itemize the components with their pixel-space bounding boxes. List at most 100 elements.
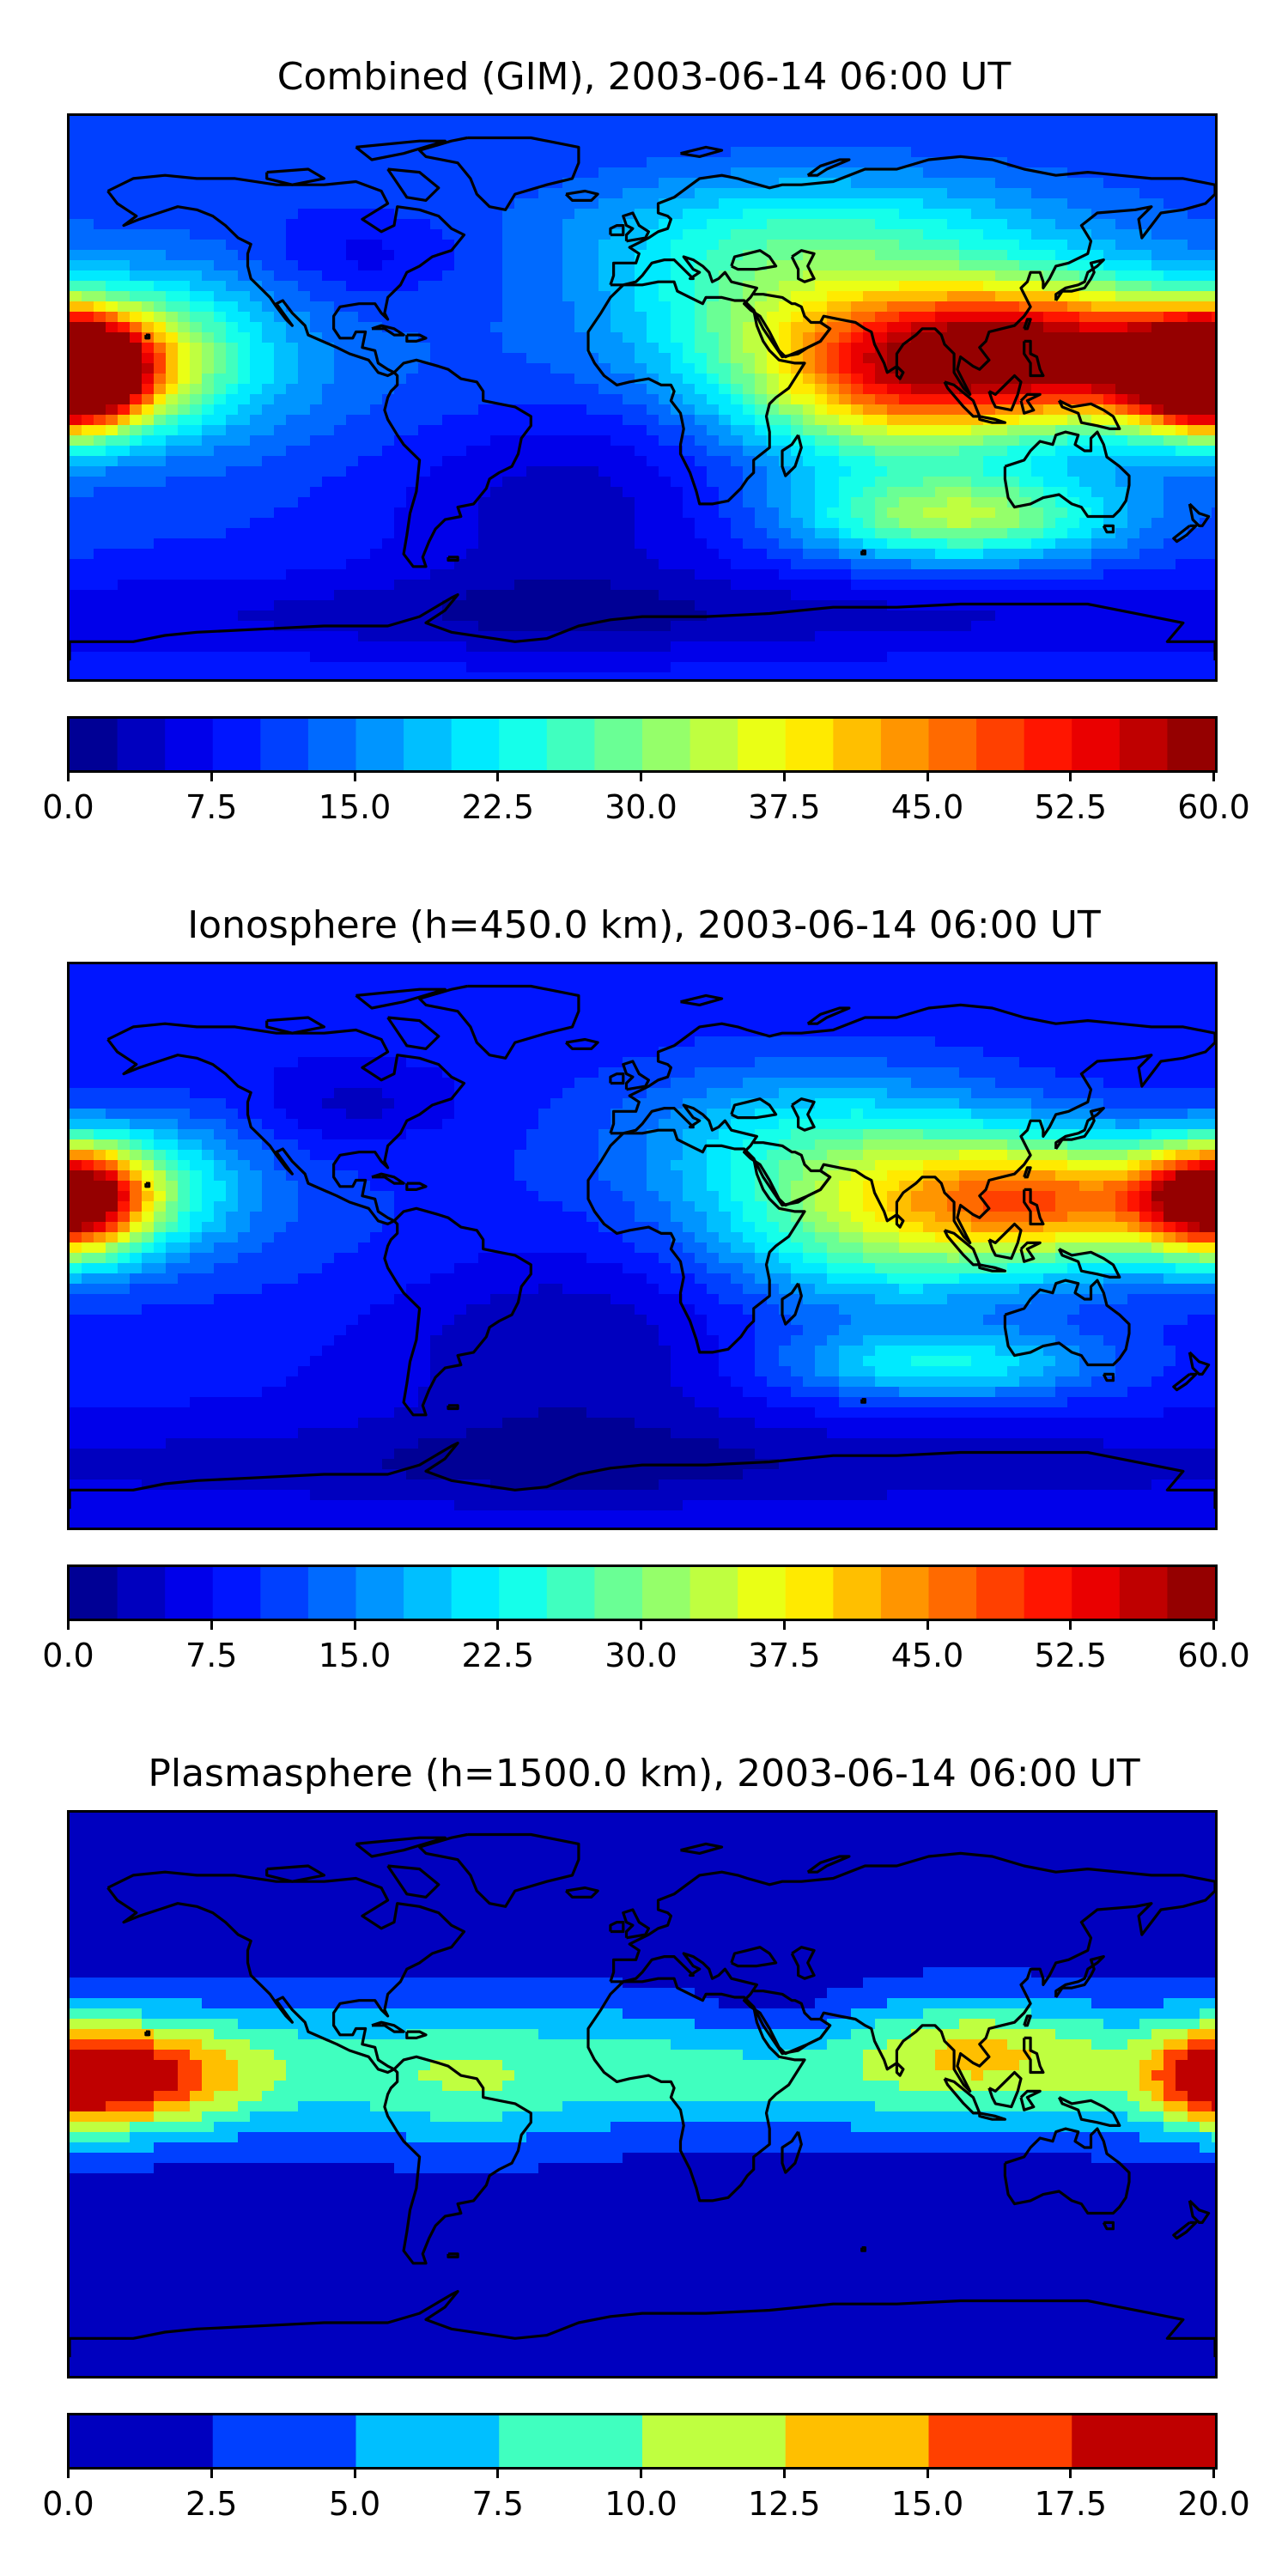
contour-cell	[1043, 611, 1056, 622]
contour-cell	[526, 126, 539, 137]
contour-cell	[815, 209, 828, 220]
contour-cell	[611, 353, 623, 364]
contour-cell	[647, 641, 659, 653]
contour-cell	[478, 157, 491, 168]
contour-cell	[454, 126, 467, 137]
contour-cell	[659, 466, 671, 477]
contour-cell	[1212, 631, 1215, 642]
contour-cell	[454, 600, 467, 611]
contour-cell	[358, 157, 371, 168]
contour-cell	[586, 611, 599, 622]
contour-cell	[202, 250, 215, 261]
contour-cell	[911, 301, 924, 313]
contour-cell	[322, 147, 335, 158]
contour-cell	[82, 415, 94, 426]
contour-cell	[1212, 415, 1215, 426]
contour-cell	[1055, 270, 1068, 282]
contour-cell	[899, 580, 912, 591]
contour-cell	[394, 240, 407, 251]
contour-cell	[1007, 538, 1020, 550]
contour-cell	[1007, 425, 1020, 436]
contour-cell	[1031, 384, 1044, 395]
contour-cell	[887, 538, 900, 550]
contour-cell	[406, 631, 419, 642]
contour-cell	[695, 631, 708, 642]
contour-cell	[1127, 126, 1140, 137]
contour-cell	[623, 487, 635, 498]
contour-cell	[719, 188, 732, 199]
contour-cell	[490, 229, 503, 240]
contour-cell	[238, 270, 251, 282]
contour-cell	[815, 466, 828, 477]
contour-cell	[767, 219, 780, 230]
contour-cell	[1103, 240, 1116, 251]
contour-cell	[310, 507, 323, 519]
contour-cell	[550, 415, 563, 426]
contour-cell	[695, 219, 708, 230]
contour-cell	[611, 198, 623, 210]
contour-cell	[238, 281, 251, 292]
contour-cell	[514, 611, 527, 622]
contour-cell	[731, 549, 744, 560]
contour-cell	[1163, 528, 1176, 539]
contour-cell	[82, 466, 94, 477]
contour-cell	[971, 580, 984, 591]
contour-cell	[490, 507, 503, 519]
contour-cell	[779, 178, 792, 189]
contour-cell	[514, 363, 527, 374]
contour-cell	[1019, 621, 1032, 632]
contour-cell	[755, 559, 768, 570]
contour-cell	[1176, 147, 1188, 158]
contour-cell	[803, 219, 816, 230]
contour-cell	[478, 167, 491, 179]
contour-cell	[1188, 209, 1200, 220]
contour-cell	[1115, 559, 1128, 570]
contour-cell	[1115, 332, 1128, 343]
contour-cell	[598, 332, 611, 343]
contour-cell	[598, 281, 611, 292]
contour-cell	[1139, 507, 1152, 519]
contour-cell	[1200, 394, 1212, 405]
contour-cell	[611, 363, 623, 374]
contour-cell	[1200, 240, 1212, 251]
contour-cell	[1007, 549, 1020, 560]
contour-cell	[298, 528, 311, 539]
contour-cell	[574, 528, 587, 539]
contour-cell	[1067, 466, 1080, 477]
contour-cell	[719, 240, 732, 251]
contour-cell	[755, 157, 768, 168]
contour-cell	[478, 363, 491, 374]
contour-cell	[406, 291, 419, 302]
contour-cell	[190, 178, 203, 189]
contour-cell	[238, 528, 251, 539]
contour-cell	[490, 219, 503, 230]
contour-cell	[827, 384, 840, 395]
contour-cell	[995, 229, 1008, 240]
contour-cell	[214, 611, 227, 622]
contour-cell	[707, 332, 720, 343]
contour-cell	[1103, 343, 1116, 354]
contour-cell	[358, 270, 371, 282]
contour-cell	[1151, 281, 1164, 292]
contour-cell	[719, 219, 732, 230]
contour-cell	[935, 137, 948, 148]
contour-cell	[418, 641, 431, 653]
contour-cell	[226, 157, 239, 168]
contour-cell	[394, 611, 407, 622]
contour-cell	[250, 363, 263, 374]
contour-cell	[851, 538, 864, 550]
contour-cell	[1079, 621, 1092, 632]
contour-cell	[1151, 466, 1164, 477]
contour-cell	[923, 353, 936, 364]
contour-cell	[659, 394, 671, 405]
contour-cell	[130, 198, 143, 210]
contour-cell	[719, 229, 732, 240]
contour-cell	[815, 487, 828, 498]
contour-cell	[875, 270, 888, 282]
contour-cell	[1055, 178, 1068, 189]
contour-cell	[971, 456, 984, 467]
contour-cell	[779, 487, 792, 498]
contour-cell	[238, 188, 251, 199]
contour-cell	[538, 250, 551, 261]
contour-cell	[430, 466, 443, 477]
